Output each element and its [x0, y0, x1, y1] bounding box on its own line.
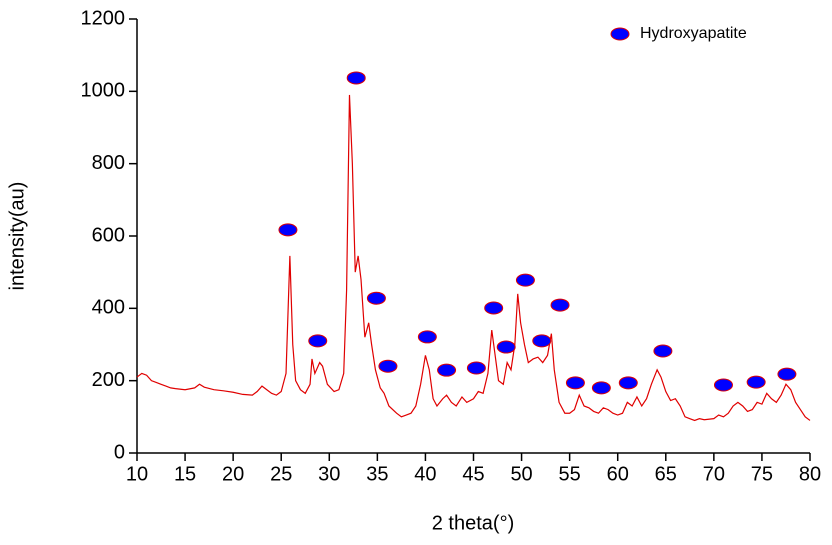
- x-tick-label: 45: [462, 463, 484, 485]
- x-tick-label: 15: [174, 463, 196, 485]
- y-tick-label: 1200: [81, 7, 126, 29]
- peak-marker: [308, 334, 328, 348]
- peak-marker: [532, 334, 552, 348]
- x-tick-label: 75: [751, 463, 773, 485]
- x-tick-label: 70: [703, 463, 725, 485]
- x-tick-label: 65: [655, 463, 677, 485]
- peak-marker: [565, 376, 585, 390]
- xrd-line: [136, 94, 811, 422]
- y-tick-label: 200: [92, 369, 125, 391]
- y-tick-label: 0: [114, 441, 125, 463]
- peak-marker: [346, 71, 366, 85]
- y-tick-label: 800: [92, 152, 125, 174]
- x-tick-label: 40: [414, 463, 436, 485]
- x-axis-label: 2 theta(°): [432, 512, 514, 534]
- y-tick-label: 400: [92, 297, 125, 319]
- peak-marker: [437, 363, 457, 377]
- peak-marker: [713, 378, 733, 392]
- peak-marker: [417, 330, 437, 344]
- peak-marker: [466, 361, 486, 375]
- x-tick-label: 30: [318, 463, 340, 485]
- y-axis-label: intensity(au): [6, 182, 28, 291]
- y-tick-label: 600: [92, 224, 125, 246]
- peak-marker: [278, 223, 298, 237]
- x-tick-label: 25: [270, 463, 292, 485]
- x-tick-label: 80: [799, 463, 821, 485]
- peak-marker: [550, 298, 570, 312]
- peak-marker: [618, 376, 638, 390]
- x-tick-label: 50: [510, 463, 532, 485]
- x-tick-label: 60: [607, 463, 629, 485]
- peak-marker: [496, 340, 516, 354]
- x-tick-label: 10: [126, 463, 148, 485]
- peak-marker: [378, 359, 398, 373]
- legend-label: Hydroxyapatite: [640, 25, 747, 42]
- peak-marker: [653, 344, 673, 358]
- peak-marker: [746, 375, 766, 389]
- x-tick-label: 20: [222, 463, 244, 485]
- y-tick-label: 1000: [81, 80, 126, 102]
- peak-marker: [591, 381, 611, 395]
- x-tick-label: 55: [559, 463, 581, 485]
- peak-marker: [515, 273, 535, 287]
- x-tick-label: 35: [366, 463, 388, 485]
- legend-marker: [610, 27, 630, 41]
- peak-marker: [366, 291, 386, 305]
- peak-marker: [484, 301, 504, 315]
- peak-marker: [777, 367, 797, 381]
